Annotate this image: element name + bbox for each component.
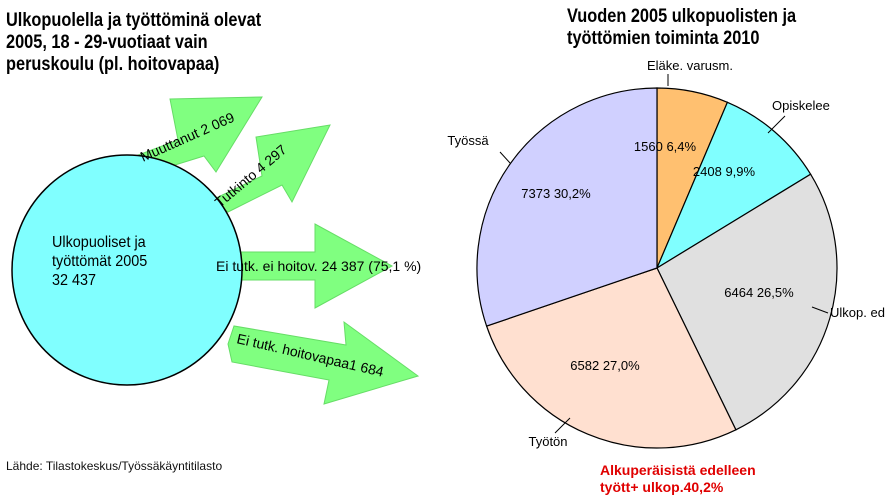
source-note: Lähde: Tilastokeskus/Työssäkäyntitilasto xyxy=(6,459,223,473)
highlight-note-line-2: tyött+ ulkop.40,2% xyxy=(600,479,724,495)
circle-label-line-2: työttömät 2005 xyxy=(52,253,148,270)
pie-value-label-1: 1560 6,4% xyxy=(634,139,697,154)
left-title-line-3: peruskoulu (pl. hoitovapaa) xyxy=(6,54,220,75)
chart-title-line-2: työttömien toiminta 2010 xyxy=(567,28,760,49)
chart-title-line-1: Vuoden 2005 ulkopuolisten ja xyxy=(567,6,797,27)
highlight-note-line-1: Alkuperäisistä edelleen xyxy=(600,462,756,478)
pie-value-label-4: 6582 27,0% xyxy=(570,358,640,373)
left-title-line-2: 2005, 18 - 29-vuotiaat vain xyxy=(6,32,208,53)
pie-value-label-2: 2408 9,9% xyxy=(693,164,756,179)
pie-value-label-5: 7373 30,2% xyxy=(521,186,591,201)
pie-value-label-3: 6464 26,5% xyxy=(724,285,794,300)
pie-slice-5 xyxy=(476,87,658,327)
arrow-ei-tutk-ei-hoitov xyxy=(239,223,394,309)
pie-category-label-5: Työssä xyxy=(447,133,489,148)
arrow-ei-tutk-hoitovapaa xyxy=(227,320,420,405)
circle-ulkopuoliset xyxy=(11,154,243,386)
arrow-label-ei-tutk-ei-hoitov: Ei tutk. ei hoitov. 24 387 (75,1 %) xyxy=(216,258,421,274)
left-title: Ulkopuolella ja työttöminä olevat 2005, … xyxy=(6,10,261,76)
pie-slice-4 xyxy=(485,267,737,449)
pie-leader-line-4 xyxy=(554,417,571,434)
pie-chart: 1560 6,4% Eläke. varusm. 2408 9,9% Opiskele… xyxy=(447,58,885,449)
pie-category-label-1: Eläke. varusm. xyxy=(647,58,733,73)
circle-label-line-1: Ulkopuoliset ja xyxy=(52,234,146,251)
pie-slice-2 xyxy=(655,101,812,270)
pie-category-label-2: Opiskelee xyxy=(772,98,830,113)
left-title-line-1: Ulkopuolella ja työttöminä olevat xyxy=(6,10,262,31)
arrow-tutkinto xyxy=(211,124,331,213)
chart-title: Vuoden 2005 ulkopuolisten ja työttömien … xyxy=(567,6,796,50)
pie-slice-3 xyxy=(656,173,838,431)
circle-label: Ulkopuoliset ja työttömät 2005 32 437 xyxy=(52,233,147,290)
circle-label-line-3: 32 437 xyxy=(52,272,97,289)
pie-leader-line-2 xyxy=(767,115,786,134)
pie-leader-line-3 xyxy=(811,306,829,314)
highlight-note: Alkuperäisistä edelleen tyött+ ulkop.40,… xyxy=(600,462,756,496)
pie-leader-line-5 xyxy=(499,151,511,164)
pie-category-label-3: Ulkop. ed xyxy=(830,305,885,320)
arrows-group xyxy=(118,96,420,405)
pie-category-label-4: Työtön xyxy=(528,434,567,449)
